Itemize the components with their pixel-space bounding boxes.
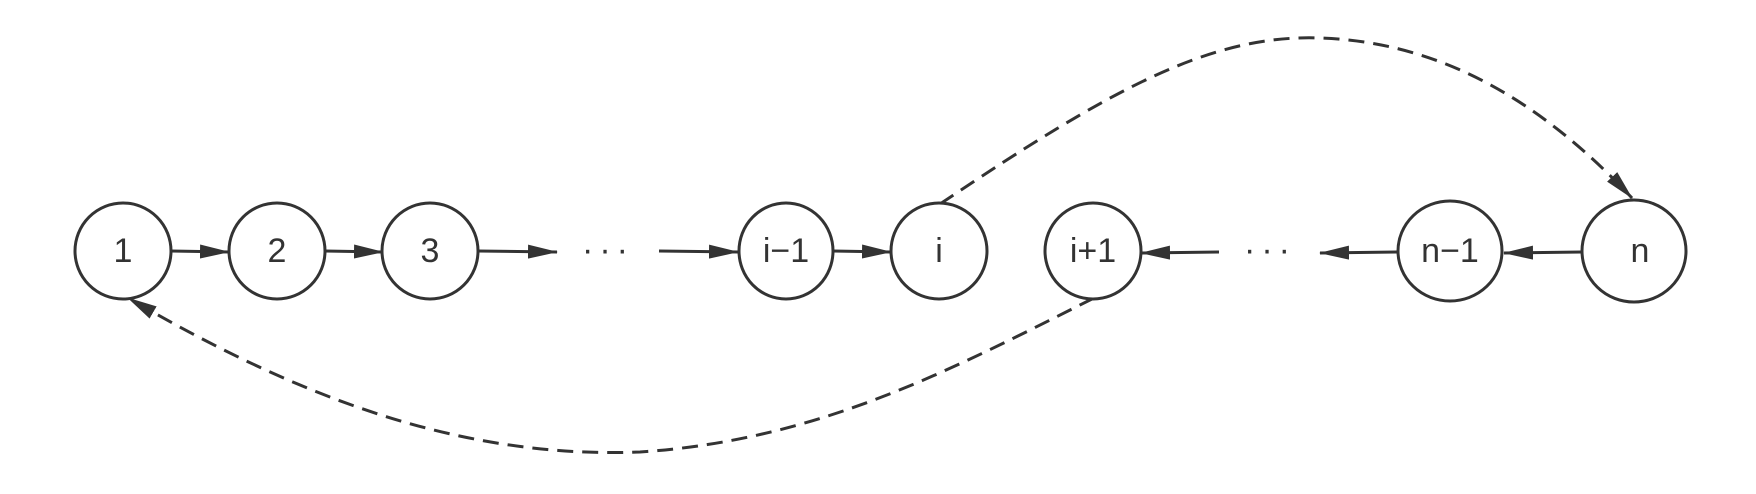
edge-dots-to-i-minus-1 [658, 244, 739, 259]
node-n-minus-1: n−1 [1396, 199, 1504, 303]
nodes: 1 2 3 i−1 i i+1 n−1 n [73, 198, 1688, 304]
ellipsis-left: ··· [582, 231, 634, 269]
edge-n-to-n-minus-1 [1503, 245, 1583, 260]
node-label: i+1 [1070, 232, 1116, 270]
edge-3-to-dots [477, 244, 558, 259]
node-1: 1 [73, 201, 173, 301]
node-label: i [935, 232, 943, 270]
edge-i-to-n [939, 36, 1634, 206]
node-i: i [889, 201, 989, 301]
edge-dots-to-i-plus-1 [1140, 245, 1220, 260]
edge-i-plus-1-to-1 [127, 296, 1095, 455]
node-label: 3 [421, 232, 440, 270]
node-i-minus-1: i−1 [737, 201, 835, 301]
node-label: n−1 [1421, 232, 1479, 270]
node-label: 2 [268, 232, 287, 270]
node-label: i−1 [763, 232, 809, 270]
edge-n-minus-1-to-dots [1319, 245, 1398, 260]
node-n: n [1580, 198, 1688, 304]
edges-dashed [127, 36, 1634, 455]
edge-1-to-2 [170, 244, 230, 259]
edge-i-minus-1-to-i [832, 244, 892, 259]
node-3: 3 [380, 201, 480, 301]
node-i-plus-1: i+1 [1043, 201, 1143, 301]
ellipsis-right: ··· [1244, 231, 1296, 269]
node-2: 2 [227, 201, 327, 301]
edge-2-to-3 [324, 244, 384, 259]
node-label: n [1631, 232, 1650, 270]
node-label: 1 [114, 232, 133, 270]
edges-solid [170, 244, 1583, 260]
